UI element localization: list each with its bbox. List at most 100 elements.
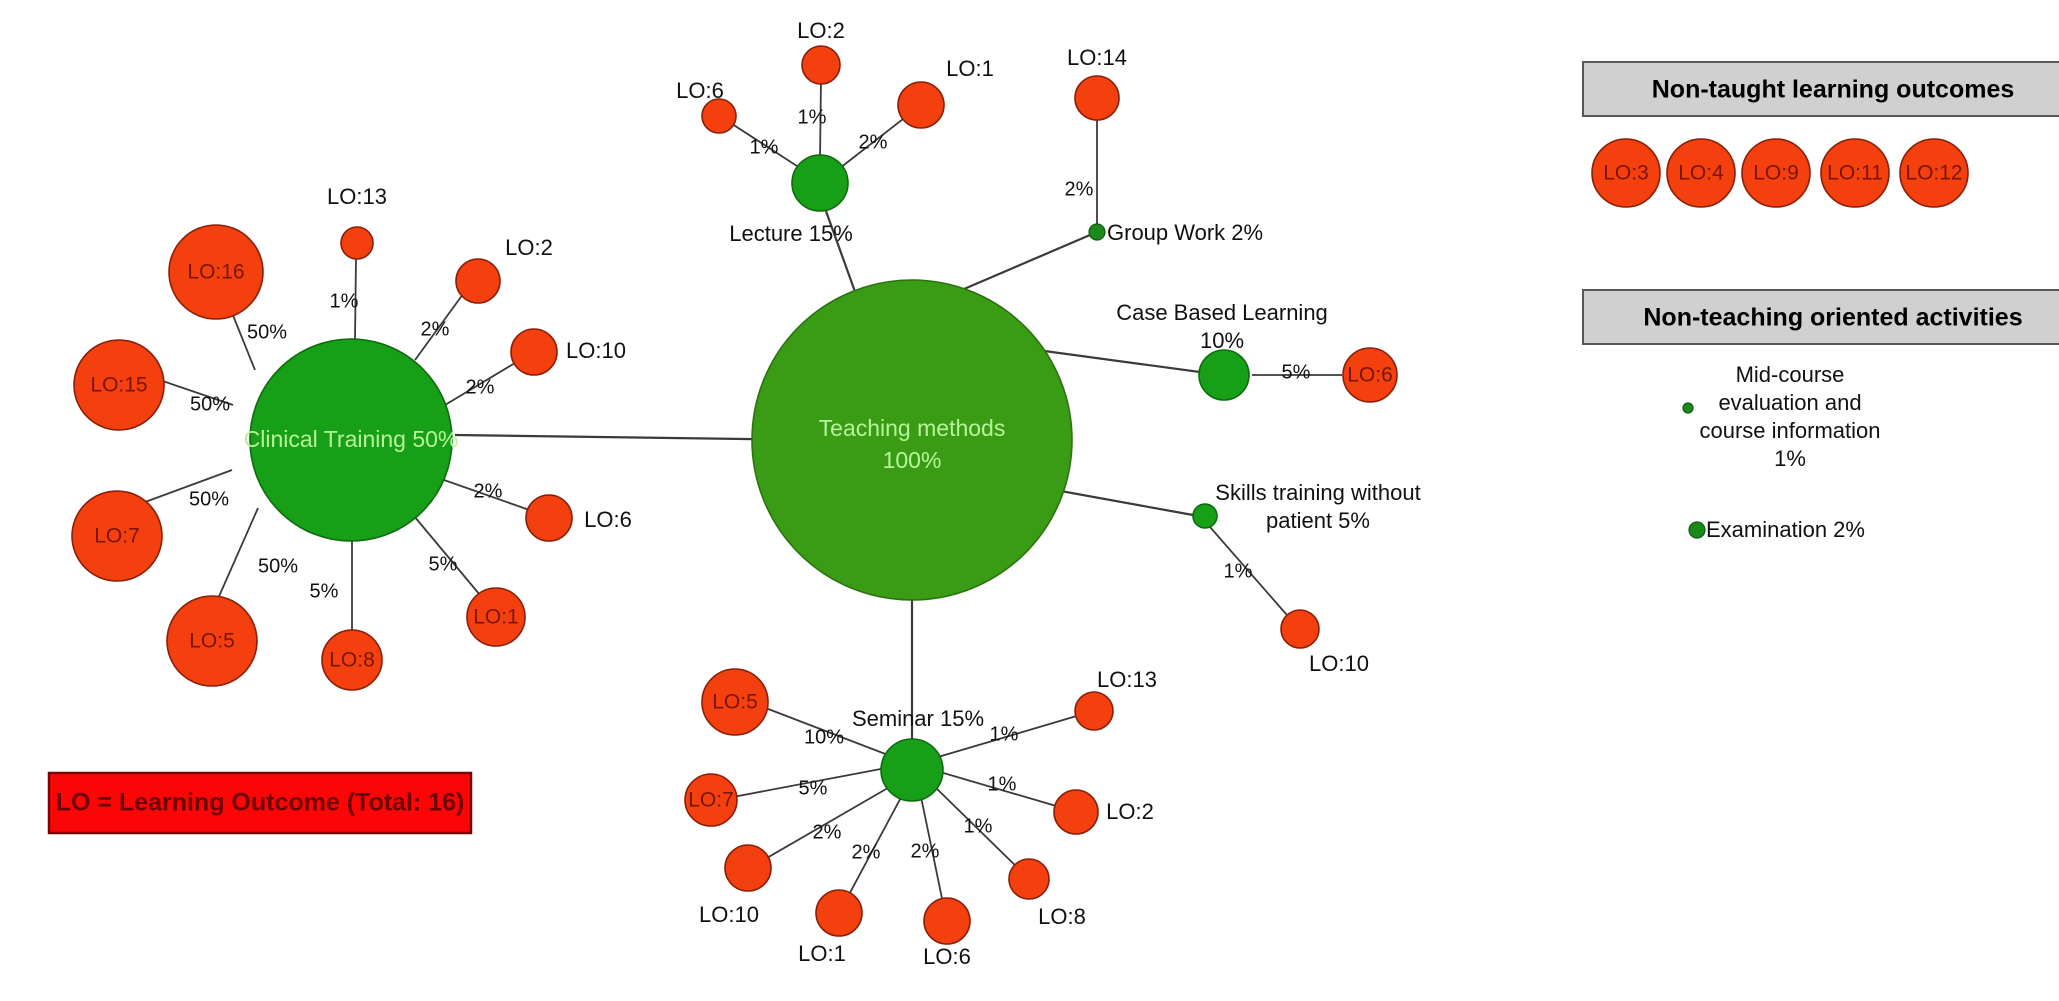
lo-node-clinical-lo15[interactable]: LO:15 — [73, 339, 165, 431]
center-value: 100% — [883, 447, 942, 473]
edge-seminar-lo5 — [762, 706, 889, 756]
edge-pct-lecture-lo2: 1% — [798, 106, 827, 128]
edge-lecture-lo2 — [819, 77, 822, 161]
edge-pct-seminar-lo1: 2% — [852, 841, 881, 863]
node-case-based-learning[interactable] — [1198, 349, 1250, 401]
lo-node-seminar-lo5[interactable]: LO:5 — [701, 668, 769, 736]
lo-node-clinical-lo2[interactable] — [455, 258, 501, 304]
edge-pct-clinical-lo10: 2% — [466, 376, 495, 398]
legend-non-teaching: Non-teaching oriented activities Mid-cou… — [1582, 289, 2059, 542]
lo-label-clinical-lo10: LO:10 — [566, 338, 626, 363]
lo-label: LO:5 — [712, 691, 758, 714]
edge-group-seminar — [732, 706, 1081, 909]
edge-lecture-lo6 — [725, 119, 801, 169]
case-based-label: Case Based Learning — [1116, 300, 1328, 325]
legend-lo-node-3[interactable]: LO:3 — [1591, 138, 1661, 208]
lo-node-seminar-lo2[interactable] — [1053, 789, 1099, 835]
lo-label: LO:1 — [473, 606, 519, 629]
lo-node-clinical-lo7[interactable]: LO:7 — [71, 490, 163, 582]
edge-center-lecture — [820, 199, 860, 301]
edge-pct-seminar-lo8: 1% — [964, 815, 993, 837]
edge-pct-clinical-lo8: 5% — [310, 580, 339, 602]
edge-seminar-lo7 — [732, 767, 887, 798]
seminar-label: Seminar 15% — [852, 706, 984, 731]
legend-non-taught: Non-taught learning outcomes LO:3 LO:4 L… — [1582, 61, 2059, 208]
edge-group-clinical — [136, 257, 536, 640]
center-label: Teaching methods — [819, 415, 1006, 441]
lo-node-seminar-lo6[interactable] — [923, 897, 971, 945]
lo-label: LO:3 — [1603, 162, 1649, 185]
lo-node-lecture-lo2[interactable] — [801, 45, 841, 85]
lo-node-groupwork-lo14[interactable] — [1074, 75, 1120, 121]
green-dot-icon-midcourse — [1682, 402, 1694, 414]
lecture-satellites: LO:6 1% LO:2 1% LO:1 2% — [676, 18, 994, 158]
node-teaching-methods[interactable]: Teaching methods 100% — [751, 279, 1073, 601]
edge-skills-lo10 — [1209, 526, 1294, 623]
lo-label-clinical-lo13: LO:13 — [327, 184, 387, 209]
lo-label: LO:11 — [1827, 162, 1883, 185]
lo-node-lecture-lo6[interactable] — [701, 98, 737, 134]
node-group-work[interactable] — [1088, 223, 1106, 241]
lo-label-clinical-lo2: LO:2 — [505, 235, 553, 260]
node-clinical-training[interactable]: Clinical Training 50% — [244, 338, 459, 542]
lo-node-clinical-lo8[interactable]: LO:8 — [321, 629, 383, 691]
lo-label-clinical-lo6: LO:6 — [584, 507, 632, 532]
edge-pct-seminar-lo13: 1% — [990, 723, 1019, 745]
edge-pct-skills-lo10: 1% — [1224, 560, 1253, 582]
lo-label-groupwork-lo14: LO:14 — [1067, 45, 1127, 70]
lo-label-lecture-lo1: LO:1 — [946, 56, 994, 81]
lo-node-clinical-lo10[interactable] — [510, 328, 558, 376]
edge-seminar-lo6 — [919, 791, 945, 909]
legend-non-teaching-header: Non-teaching oriented activities — [1643, 304, 2022, 332]
edge-pct-seminar-lo7: 5% — [799, 777, 828, 799]
edge-clinical-lo1 — [413, 515, 481, 596]
lo-node-seminar-lo1[interactable] — [815, 889, 863, 937]
node-skills-training[interactable] — [1192, 503, 1218, 529]
lo-node-clinical-lo13[interactable] — [340, 226, 374, 260]
skills-training-label: Skills training without — [1215, 480, 1420, 505]
lo-node-clinical-lo6[interactable] — [525, 494, 573, 542]
activity-1-line2: evaluation and — [1718, 390, 1861, 415]
edge-group-lecture — [725, 77, 913, 169]
legend-lo-node-11[interactable]: LO:11 — [1820, 138, 1890, 208]
legend-lo-node-4[interactable]: LO:4 — [1666, 138, 1736, 208]
node-seminar[interactable] — [880, 738, 944, 802]
edge-pct-clinical-lo5: 50% — [258, 555, 298, 577]
node-lecture[interactable] — [791, 154, 849, 212]
edge-pct-clinical-lo7: 50% — [189, 488, 229, 510]
edge-pct-seminar-lo6: 2% — [911, 840, 940, 862]
lo-label-skills-lo10: LO:10 — [1309, 651, 1369, 676]
lo-node-seminar-lo10[interactable] — [724, 844, 772, 892]
edge-seminar-lo1 — [844, 789, 906, 903]
lo-node-skills-lo10[interactable] — [1280, 609, 1320, 649]
lo-node-seminar-lo7[interactable]: LO:7 — [684, 773, 738, 827]
lo-label-seminar-lo1: LO:1 — [798, 941, 846, 966]
lo-node-lecture-lo1[interactable] — [897, 81, 945, 129]
edge-pct-groupwork-lo14: 2% — [1065, 178, 1094, 200]
legend-lo-key-text: LO = Learning Outcome (Total: 16) — [56, 789, 465, 817]
lo-label: LO:7 — [688, 789, 734, 812]
edge-pct-clinical-lo15: 50% — [190, 393, 230, 415]
edge-pct-lecture-lo1: 2% — [859, 131, 888, 153]
legend-lo-node-9[interactable]: LO:9 — [1741, 138, 1811, 208]
edge-group-skills — [1209, 526, 1294, 623]
lo-label: LO:7 — [94, 525, 140, 548]
edge-pct-lecture-lo6: 1% — [750, 136, 779, 158]
edge-clinical-lo10 — [444, 359, 521, 406]
lo-label-seminar-lo13: LO:13 — [1097, 667, 1157, 692]
lo-node-clinical-lo16[interactable]: LO:16 — [168, 224, 264, 320]
lo-node-clinical-lo1[interactable]: LO:1 — [466, 587, 526, 647]
clinical-satellites: LO:16 50% LO:13 1% LO:2 2% LO:10 2% LO:6… — [71, 184, 632, 691]
case-based-value: 10% — [1200, 328, 1244, 353]
lo-label-seminar-lo10: LO:10 — [699, 902, 759, 927]
legend-lo-node-12[interactable]: LO:12 — [1899, 138, 1969, 208]
lo-node-clinical-lo5[interactable]: LO:5 — [166, 595, 258, 687]
lo-label: LO:8 — [329, 649, 375, 672]
lo-node-casebased-lo6[interactable]: LO:6 — [1342, 347, 1398, 403]
lo-node-seminar-lo8[interactable] — [1008, 858, 1050, 900]
lo-node-seminar-lo13[interactable] — [1074, 691, 1114, 731]
legend-lo-key: LO = Learning Outcome (Total: 16) — [47, 771, 473, 835]
edge-clinical-lo13 — [354, 257, 357, 341]
edge-pct-clinical-lo16: 50% — [247, 321, 287, 343]
